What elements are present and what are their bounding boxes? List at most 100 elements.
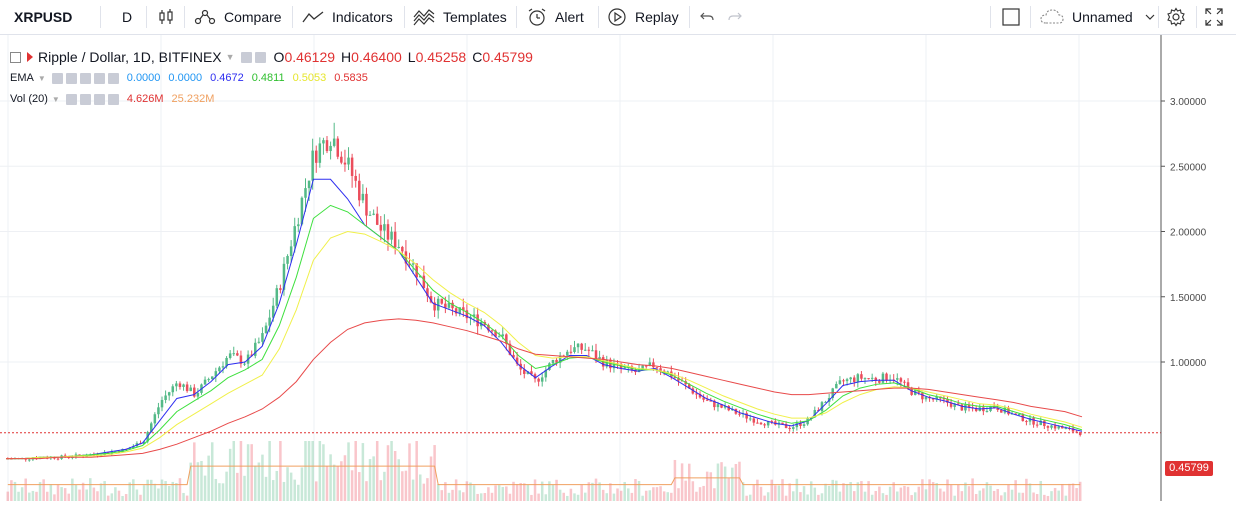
- candle-body: [867, 378, 870, 380]
- volume-bar: [404, 470, 408, 501]
- candle-body: [874, 377, 878, 381]
- volume-bar: [874, 490, 878, 501]
- collapse-toggle-icon[interactable]: [10, 51, 21, 63]
- copy-icon[interactable]: [79, 72, 91, 84]
- add-icon[interactable]: [93, 72, 105, 84]
- volume-bar: [436, 484, 440, 501]
- volume-bar: [515, 484, 519, 501]
- alert-button[interactable]: Alert: [527, 0, 584, 34]
- candle-body: [340, 156, 343, 163]
- settings-button[interactable]: [1166, 0, 1186, 34]
- volume-bar: [670, 492, 673, 501]
- chevron-down-icon[interactable]: ▼: [225, 52, 235, 62]
- volume-bar: [297, 484, 300, 501]
- eye-icon[interactable]: [240, 51, 252, 63]
- settings-icon[interactable]: [254, 51, 266, 63]
- volume-bar: [960, 491, 964, 501]
- add-icon[interactable]: [93, 93, 105, 105]
- volume-bar: [627, 488, 630, 501]
- eye-icon[interactable]: [65, 93, 77, 105]
- volume-bar: [501, 486, 505, 501]
- candle-body: [591, 350, 594, 352]
- candle-body: [781, 422, 784, 424]
- volume-bar: [1064, 495, 1068, 501]
- toolbar-divider: [598, 6, 599, 28]
- volume-bar: [20, 487, 24, 501]
- candle-body: [802, 424, 806, 426]
- candle-body: [1050, 425, 1053, 428]
- candle-body: [343, 162, 347, 165]
- volume-bar: [1046, 495, 1050, 501]
- candle-body: [322, 140, 325, 144]
- candle-body: [723, 406, 727, 408]
- undo-button[interactable]: [699, 0, 715, 34]
- chart-type-button[interactable]: [157, 0, 175, 34]
- redo-button[interactable]: [727, 0, 743, 34]
- volume-bar: [329, 454, 332, 501]
- volume-bar: [74, 484, 78, 501]
- volume-bar: [110, 493, 114, 501]
- layout-menu-button[interactable]: Unnamed: [1040, 0, 1155, 34]
- volume-bar: [781, 479, 784, 501]
- volume-bar: [465, 481, 469, 501]
- volume-bar: [827, 485, 831, 501]
- volume-bar: [619, 490, 623, 501]
- chart-pane[interactable]: 3.00000 2.50000 2.00000 1.50000 1.00000 Ripp…: [0, 35, 1236, 501]
- interval-button[interactable]: D: [122, 0, 132, 34]
- volume-bar: [300, 467, 304, 501]
- volume-bar: [888, 486, 892, 501]
- toolbar-divider: [184, 6, 185, 28]
- eye-icon[interactable]: [51, 72, 63, 84]
- volume-bar: [792, 491, 795, 501]
- volume-bar: [210, 442, 214, 501]
- volume-bar: [842, 483, 845, 501]
- candle-body: [1057, 426, 1060, 429]
- symbol-label: XRPUSD: [14, 9, 73, 25]
- fullscreen-layout-button[interactable]: [1002, 0, 1020, 34]
- volume-bar: [982, 488, 985, 501]
- volume-bar: [878, 486, 881, 501]
- volume-bar: [1053, 487, 1057, 501]
- close-icon[interactable]: [107, 93, 119, 105]
- candle-body: [820, 402, 824, 411]
- volume-bar: [634, 479, 637, 501]
- compare-button[interactable]: Compare: [194, 0, 282, 34]
- chevron-down-icon[interactable]: ▼: [37, 73, 46, 83]
- candle-body: [587, 349, 591, 351]
- volume-bar: [1043, 494, 1046, 501]
- candle-body: [953, 403, 956, 407]
- main-series-legend: Ripple / Dollar, 1D, BITFINEX ▼ O0.46129…: [10, 49, 533, 65]
- templates-button[interactable]: Templates: [413, 0, 507, 34]
- volume-bar: [652, 487, 655, 501]
- volume-bar: [953, 495, 956, 501]
- indicators-button[interactable]: Indicators: [302, 0, 393, 34]
- chevron-down-icon[interactable]: ▼: [51, 94, 60, 104]
- volume-bar: [881, 493, 885, 501]
- close-icon[interactable]: [107, 72, 119, 84]
- candle-body: [379, 224, 383, 231]
- price-chart[interactable]: 3.00000 2.50000 2.00000 1.50000 1.00000: [0, 35, 1236, 501]
- candle-body: [429, 296, 433, 303]
- volume-bar: [17, 491, 20, 501]
- settings-icon[interactable]: [65, 72, 77, 84]
- fullscreen-button[interactable]: [1205, 0, 1223, 34]
- volume-bar: [121, 495, 124, 501]
- candle-body: [311, 150, 314, 181]
- symbol-search-button[interactable]: XRPUSD: [14, 0, 72, 34]
- volume-bar: [673, 459, 677, 501]
- settings-icon[interactable]: [79, 93, 91, 105]
- volume-bar: [42, 479, 45, 501]
- volume-bar: [523, 483, 526, 501]
- replay-button[interactable]: Replay: [607, 0, 679, 34]
- candle-body: [1014, 413, 1017, 415]
- volume-bar: [157, 488, 160, 501]
- volume-bar: [175, 483, 178, 501]
- candle-body: [132, 446, 135, 449]
- candle-body: [949, 402, 953, 407]
- candle-body: [652, 362, 655, 368]
- volume-bar: [519, 483, 522, 501]
- candle-body: [419, 275, 422, 278]
- volume-bar: [1010, 489, 1014, 501]
- candle-body: [680, 380, 684, 382]
- candle-body: [540, 377, 544, 382]
